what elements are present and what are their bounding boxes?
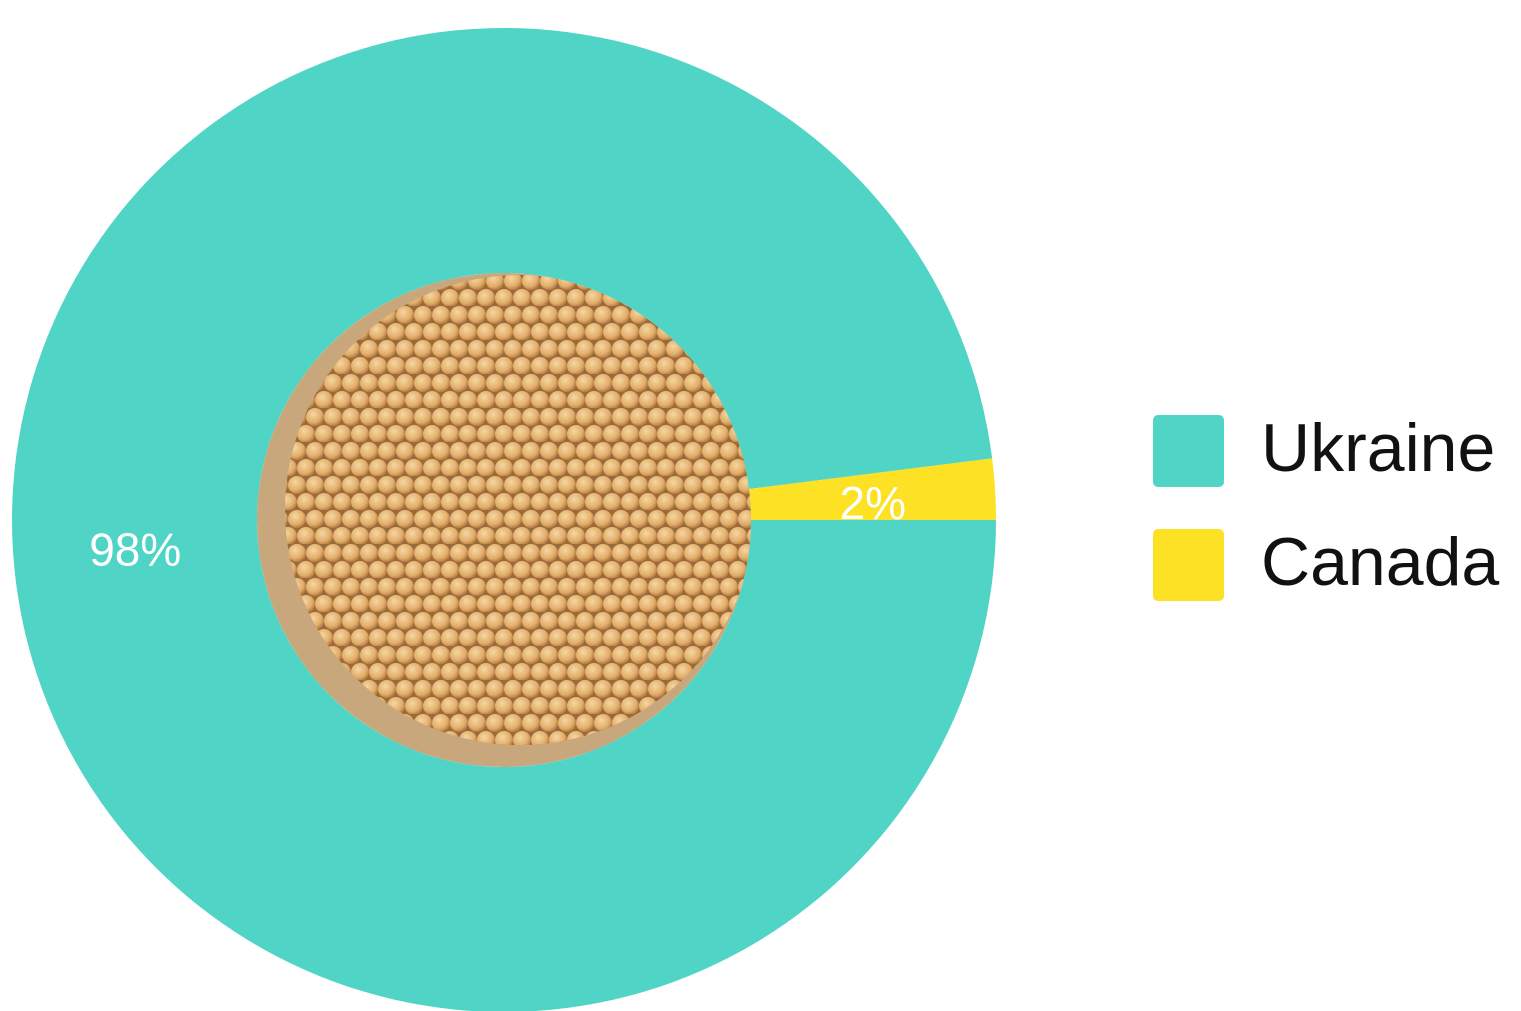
value-label: 98% (89, 523, 181, 575)
labels: 98% 2% (89, 477, 906, 575)
slice (749, 458, 996, 520)
legend-swatch (1153, 529, 1224, 601)
legend: Ukraine Canada (1153, 410, 1499, 601)
value-label: 2% (840, 477, 906, 529)
legend-label: Ukraine (1261, 410, 1495, 486)
slice (12, 28, 996, 1011)
donut (12, 28, 996, 1011)
legend-label: Canada (1261, 524, 1499, 600)
center-image (257, 273, 751, 767)
legend-swatch (1153, 415, 1224, 487)
